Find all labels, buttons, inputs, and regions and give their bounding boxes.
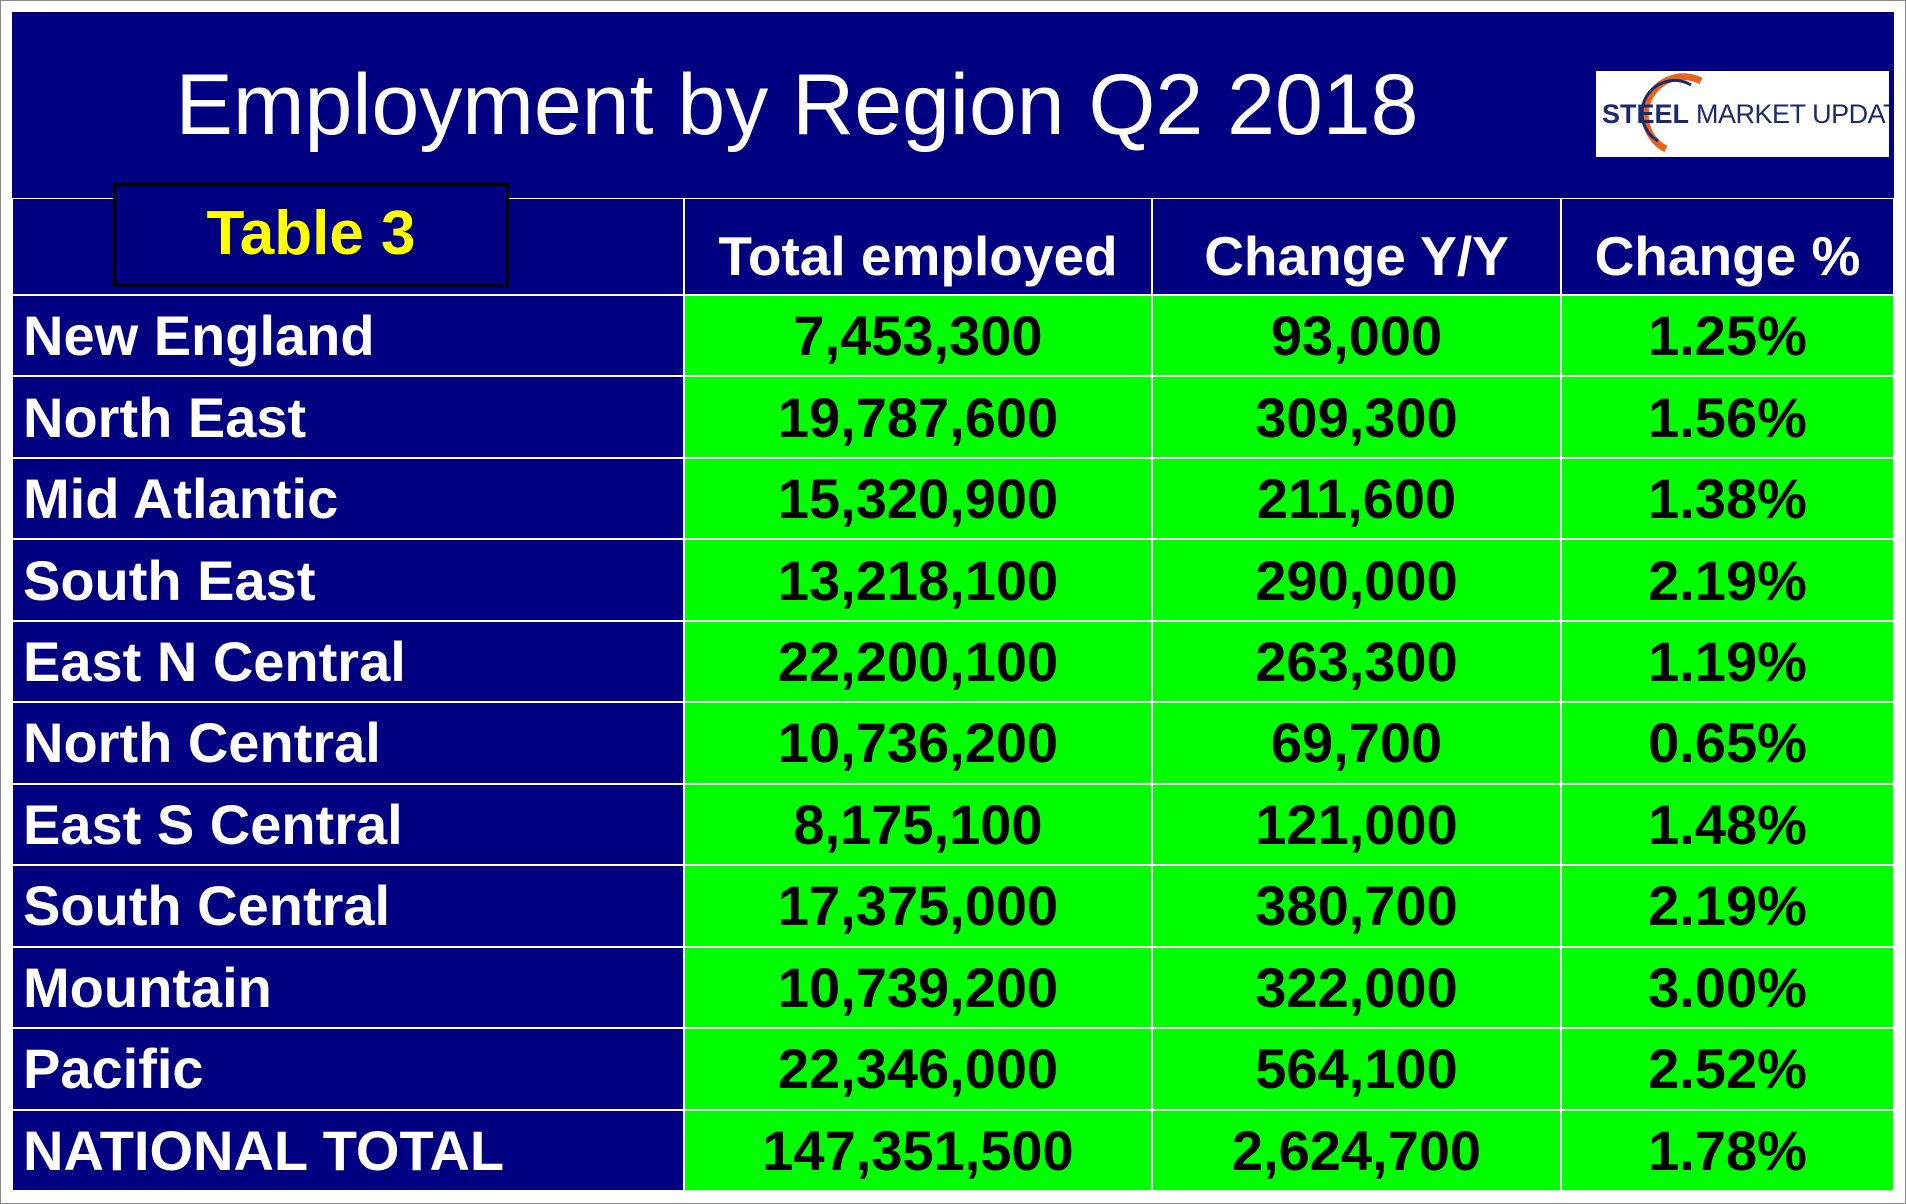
cell-value: 322,000: [1152, 946, 1561, 1029]
cell-value: 290,000: [1152, 539, 1561, 621]
cell-value: 1.48%: [1561, 783, 1894, 866]
cell-value: 309,300: [1152, 376, 1561, 458]
cell-value: 121,000: [1152, 783, 1561, 866]
row-label: Mid Atlantic: [12, 457, 684, 540]
cell-value: 3.00%: [1561, 946, 1894, 1029]
cell-value: 8,175,100: [684, 783, 1152, 866]
cell-value: 2.19%: [1561, 865, 1894, 947]
row-label: South East: [12, 539, 684, 621]
logo-arc: [1640, 73, 1703, 153]
cell-value: 13,218,100: [684, 539, 1152, 621]
logo-text: STEEL MARKET UPDATE: [1602, 99, 1889, 130]
cell-value: 10,736,200: [684, 702, 1152, 784]
cell-value: 17,375,000: [684, 865, 1152, 947]
cell-value: 0.65%: [1561, 702, 1894, 784]
logo: STEEL MARKET UPDATE: [1596, 71, 1889, 157]
column-header: Total employed: [684, 198, 1152, 295]
cell-value: 263,300: [1152, 620, 1561, 703]
cell-value: 15,320,900: [684, 457, 1152, 540]
cell-value: 380,700: [1152, 865, 1561, 947]
row-label: East S Central: [12, 783, 684, 866]
cell-value: 22,346,000: [684, 1028, 1152, 1110]
cell-value: 1.56%: [1561, 376, 1894, 458]
cell-value: 2.52%: [1561, 1028, 1894, 1110]
row-label: North Central: [12, 702, 684, 784]
cell-value: 2,624,700: [1152, 1109, 1561, 1191]
column-header: Change %: [1561, 198, 1894, 295]
cell-value: 22,200,100: [684, 620, 1152, 703]
cell-value: 564,100: [1152, 1028, 1561, 1110]
row-label: North East: [12, 376, 684, 458]
row-label: Pacific: [12, 1028, 684, 1110]
title: Employment by Region Q2 2018: [175, 57, 1419, 153]
row-label: East N Central: [12, 620, 684, 703]
row-label: New England: [12, 295, 684, 377]
column-header: Change Y/Y: [1152, 198, 1561, 295]
cell-value: 211,600: [1152, 457, 1561, 540]
table-label: Table 3: [113, 183, 509, 287]
row-label: NATIONAL TOTAL: [12, 1109, 684, 1191]
cell-value: 1.78%: [1561, 1109, 1894, 1191]
cell-value: 69,700: [1152, 702, 1561, 784]
cell-value: 147,351,500: [684, 1109, 1152, 1191]
row-label: Mountain: [12, 946, 684, 1029]
row-label: South Central: [12, 865, 684, 947]
cell-value: 1.19%: [1561, 620, 1894, 703]
cell-value: 1.38%: [1561, 457, 1894, 540]
logo-brand: STEEL: [1602, 99, 1689, 129]
board: Employment by Region Q2 2018 STEEL MARKE…: [12, 12, 1894, 1191]
cell-value: 10,739,200: [684, 946, 1152, 1029]
logo-rest: MARKET UPDATE: [1696, 99, 1889, 129]
cell-value: 93,000: [1152, 295, 1561, 377]
cell-value: 2.19%: [1561, 539, 1894, 621]
cell-value: 19,787,600: [684, 376, 1152, 458]
cell-value: 1.25%: [1561, 295, 1894, 377]
cell-value: 7,453,300: [684, 295, 1152, 377]
